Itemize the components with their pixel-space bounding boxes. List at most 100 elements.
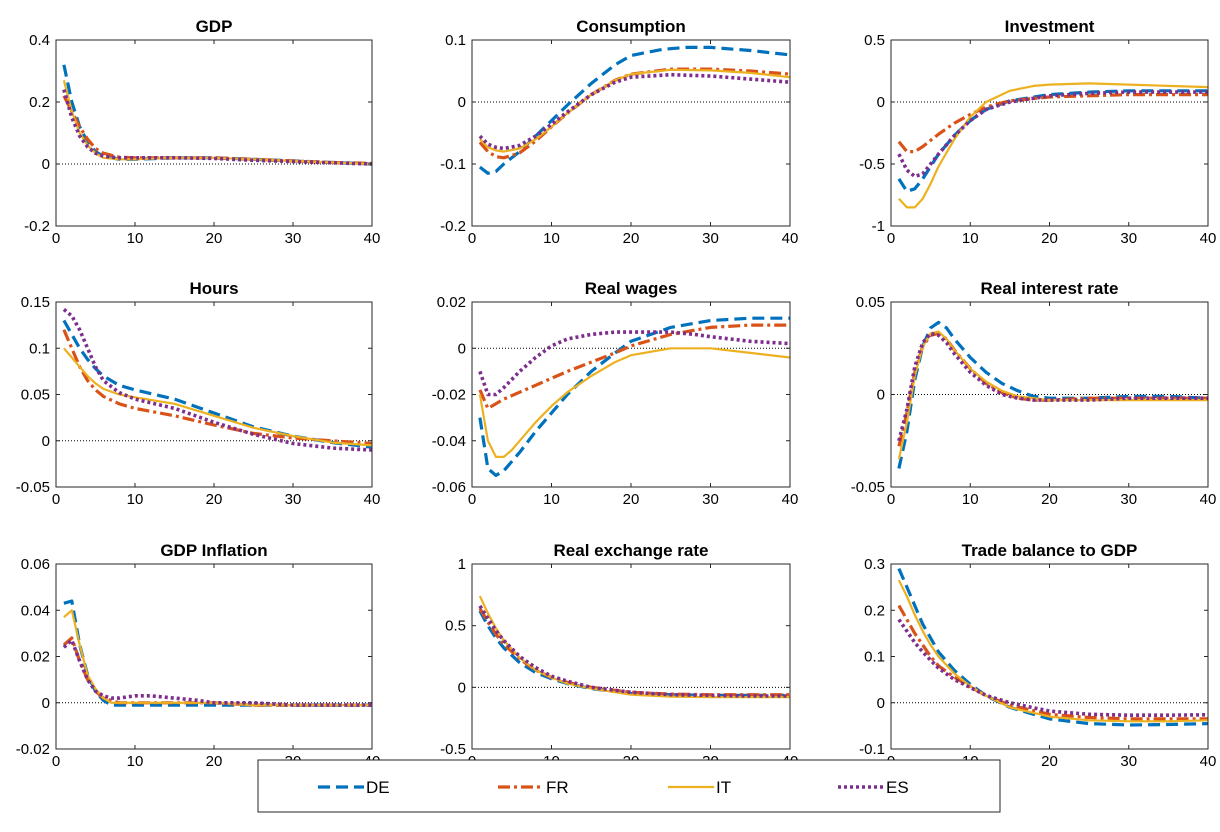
x-tick-label: 30 <box>1120 230 1137 247</box>
legend-label: ES <box>886 778 909 797</box>
x-tick-label: 30 <box>285 491 302 508</box>
series-line-it <box>479 68 790 153</box>
plot-area <box>472 302 790 487</box>
y-tick-label: 0.04 <box>21 602 50 619</box>
plot-area <box>472 40 790 226</box>
y-tick-label: 0.06 <box>21 556 50 573</box>
panel-real-wages: Real wages 0 10 20 30 40 -0.06 -0.04 -0.02 0 0.02 <box>432 279 799 508</box>
x-tick-label: 20 <box>206 230 223 247</box>
x-tick-label: 20 <box>1041 491 1058 508</box>
panel-title: Real exchange rate <box>554 541 709 560</box>
legend-entry-de: DE <box>318 778 390 797</box>
panel-title: GDP Inflation <box>160 541 267 560</box>
x-tick-label: 0 <box>468 491 476 508</box>
x-tick-label: 20 <box>623 491 640 508</box>
series-line-es <box>478 330 790 397</box>
series-line-de <box>478 316 790 477</box>
legend-entry-es: ES <box>838 778 909 797</box>
x-tick-label: 40 <box>364 491 381 508</box>
x-tick-label: 40 <box>364 230 381 247</box>
y-tick-label: 1 <box>458 556 466 573</box>
y-tick-label: 0 <box>42 695 50 712</box>
series-line-de <box>478 45 790 175</box>
y-tick-label: 0 <box>458 679 466 696</box>
legend-entry-it: IT <box>668 778 731 797</box>
y-tick-label: -0.5 <box>440 741 466 758</box>
x-tick-label: 40 <box>782 230 799 247</box>
y-tick-label: -0.06 <box>432 479 466 496</box>
panel-trade-balance: Trade balance to GDP010203040-0.100.10.2… <box>859 541 1216 770</box>
x-tick-label: 0 <box>52 753 60 770</box>
legend-label: IT <box>716 778 731 797</box>
y-tick-label: 0.1 <box>445 32 466 49</box>
series-line-fr <box>478 323 790 410</box>
x-tick-label: 20 <box>206 753 223 770</box>
x-tick-label: 10 <box>127 753 144 770</box>
y-tick-label: 0.02 <box>21 649 50 666</box>
plot-area <box>891 40 1208 226</box>
series-line-de <box>897 567 1208 727</box>
series-line-es <box>897 331 1208 442</box>
x-tick-label: 40 <box>1200 230 1217 247</box>
series-line-es <box>897 90 1208 179</box>
x-tick-label: 10 <box>962 230 979 247</box>
series-line-es <box>478 72 790 151</box>
x-tick-label: 10 <box>543 491 560 508</box>
series-line-es <box>62 89 372 166</box>
y-tick-label: 0.1 <box>864 649 885 666</box>
panel-title: Hours <box>189 279 238 298</box>
plot-area <box>56 40 372 226</box>
x-tick-label: 30 <box>1120 491 1137 508</box>
series-line-it <box>897 579 1208 723</box>
series-line-it <box>898 82 1208 209</box>
panel-consumption: Consumption 0 10 20 30 40 -0.2 -0.1 0 0.1 <box>440 17 798 247</box>
y-tick-label: 0.5 <box>864 32 885 49</box>
y-tick-label: -0.05 <box>16 479 50 496</box>
x-tick-label: 10 <box>127 491 144 508</box>
x-tick-label: 40 <box>1200 491 1217 508</box>
y-tick-label: -0.02 <box>432 387 466 404</box>
panel-title: Real wages <box>585 279 678 298</box>
y-tick-label: -0.1 <box>440 156 466 173</box>
x-tick-label: 10 <box>543 230 560 247</box>
y-tick-label: -0.2 <box>440 218 466 235</box>
series-line-es <box>62 308 372 452</box>
plot-area <box>472 564 790 749</box>
y-tick-label: 0.05 <box>856 294 885 311</box>
legend-entry-fr: FR <box>498 778 569 797</box>
x-tick-label: 0 <box>887 230 895 247</box>
y-tick-label: 0 <box>42 156 50 173</box>
y-tick-label: 0.2 <box>864 602 885 619</box>
y-tick-label: 0.3 <box>864 556 885 573</box>
y-tick-label: 0.1 <box>29 340 50 357</box>
plot-area <box>56 302 372 487</box>
y-tick-label: -0.05 <box>851 479 885 496</box>
series-line-it <box>478 347 790 458</box>
panel-title: GDP <box>196 17 233 36</box>
legend-label: DE <box>366 778 390 797</box>
x-tick-label: 30 <box>285 230 302 247</box>
plot-area <box>56 564 372 749</box>
panel-investment: Investment 0 10 20 30 40 -1 -0.5 0 0.5 <box>859 17 1216 247</box>
y-tick-label: -0.5 <box>859 156 885 173</box>
y-tick-label: 0.2 <box>29 94 50 111</box>
x-tick-label: 0 <box>468 230 476 247</box>
y-tick-label: 0 <box>877 387 885 404</box>
y-tick-label: 0 <box>458 94 466 111</box>
x-tick-label: 0 <box>52 491 60 508</box>
y-tick-label: 0 <box>42 433 50 450</box>
x-tick-label: 20 <box>206 491 223 508</box>
x-tick-label: 30 <box>1120 753 1137 770</box>
x-tick-label: 20 <box>623 230 640 247</box>
y-tick-label: -1 <box>872 218 885 235</box>
y-tick-label: 0 <box>877 695 885 712</box>
y-tick-label: 0.02 <box>437 294 466 311</box>
panel-title: Real interest rate <box>981 279 1119 298</box>
y-tick-label: -0.1 <box>859 741 885 758</box>
x-tick-label: 20 <box>1041 753 1058 770</box>
y-tick-label: 0 <box>458 340 466 357</box>
y-tick-label: -0.04 <box>432 433 466 450</box>
plot-area <box>891 302 1208 487</box>
